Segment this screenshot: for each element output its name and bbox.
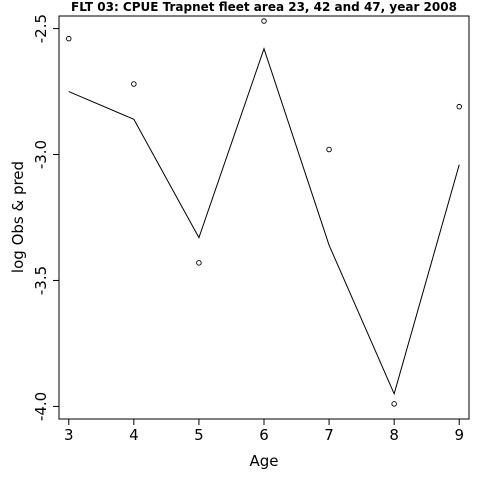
y-tick-label: -4.0	[32, 392, 50, 421]
observed-point	[456, 103, 462, 110]
observed-point	[66, 35, 72, 42]
y-axis: -2.5 -3.0 -3.5 -4.0	[32, 14, 59, 421]
observed-point	[391, 401, 397, 407]
plot-layer	[66, 18, 462, 407]
x-tick-label: 6	[259, 426, 269, 444]
x-axis: 3 4 5 6 7 8 9	[64, 419, 464, 444]
observed-point	[196, 260, 202, 266]
observed-point	[131, 81, 137, 87]
chart-title: FLT 03: CPUE Trapnet fleet area 23, 42 a…	[71, 0, 457, 14]
x-tick-label: 4	[129, 426, 139, 444]
x-tick-label: 8	[389, 426, 399, 444]
observed-point	[261, 18, 267, 24]
plot-frame	[58, 15, 470, 420]
x-tick-label: 5	[194, 426, 204, 444]
x-tick-label: 9	[454, 426, 464, 444]
y-tick-label: -3.0	[32, 140, 50, 169]
x-tick-label: 3	[64, 426, 74, 444]
observed-point	[326, 146, 332, 153]
y-tick-label: -3.5	[32, 266, 50, 295]
predicted-line	[68, 47, 460, 396]
x-axis-label: Age	[249, 452, 278, 470]
y-tick-label: -2.5	[32, 14, 50, 43]
x-tick-label: 7	[324, 426, 334, 444]
y-axis-label: log Obs & pred	[9, 161, 27, 273]
